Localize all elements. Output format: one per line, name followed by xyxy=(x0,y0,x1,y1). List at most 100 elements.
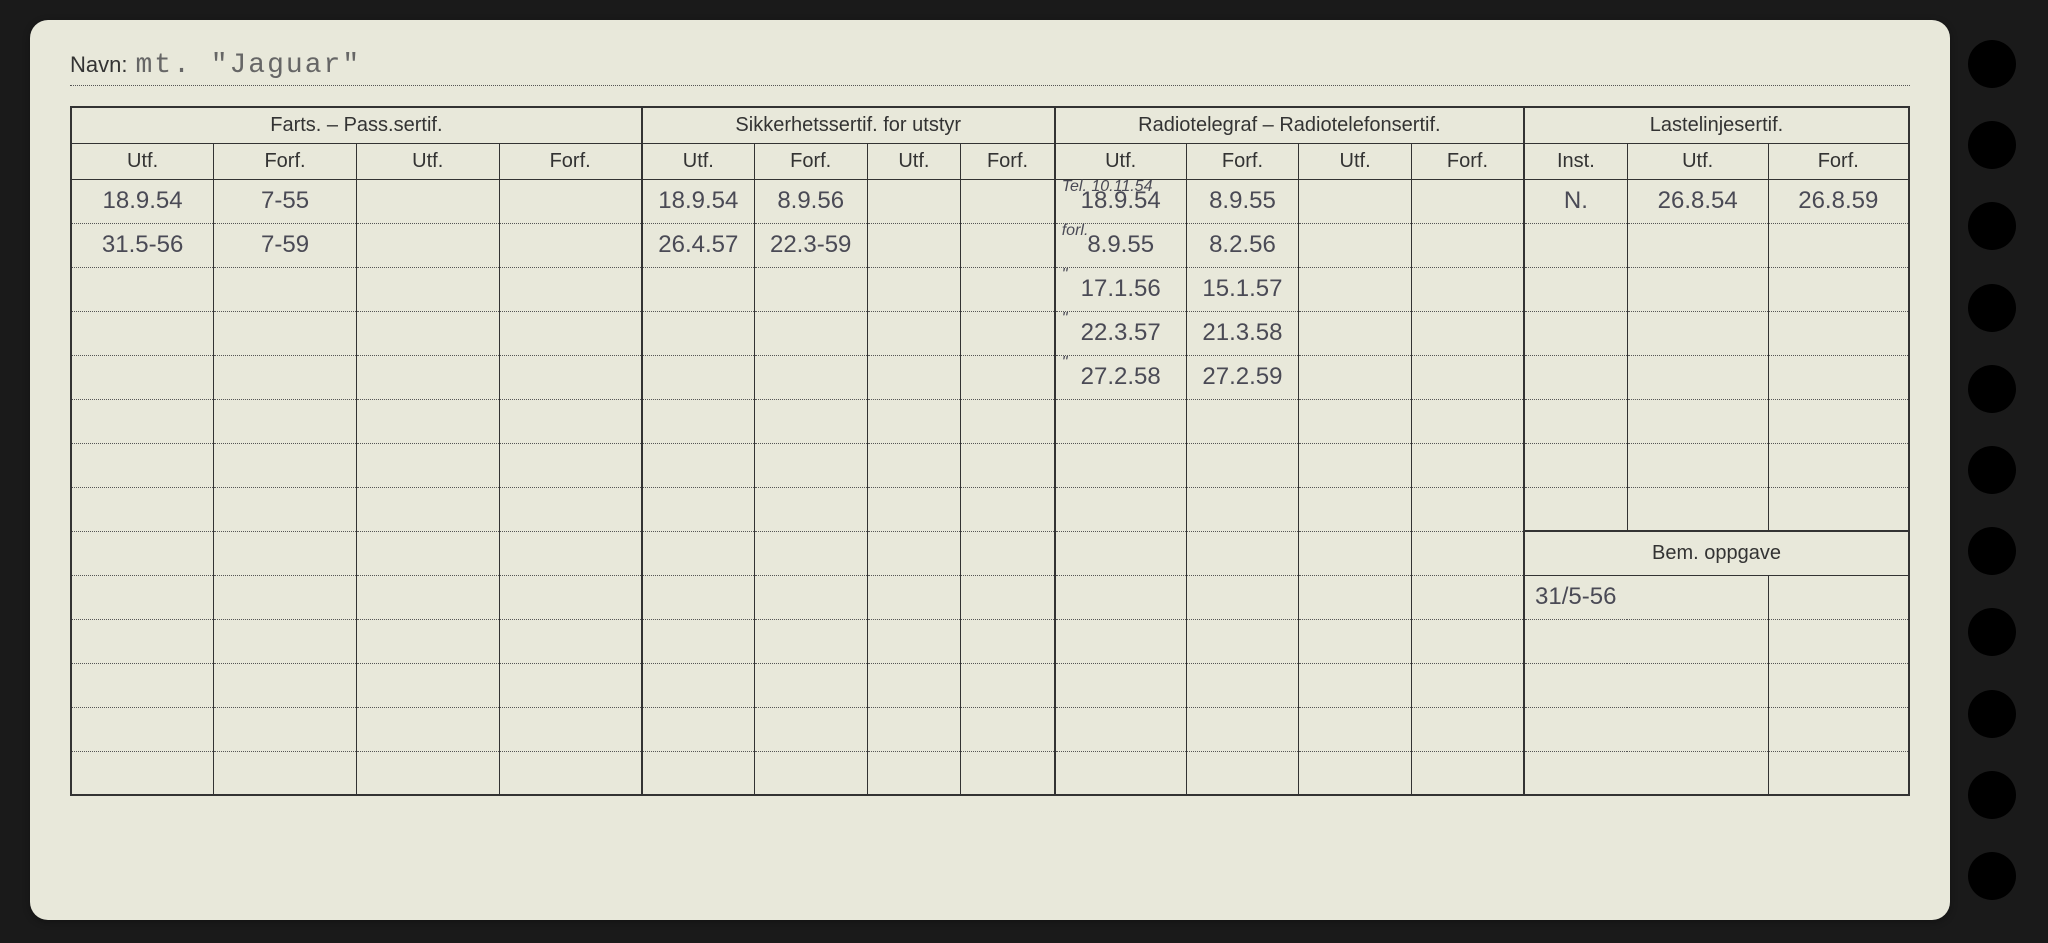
data-row xyxy=(71,487,1909,531)
empty-cell xyxy=(1524,443,1627,487)
empty-cell xyxy=(1411,531,1524,575)
empty-cell xyxy=(1768,399,1909,443)
empty-cell xyxy=(1524,267,1627,311)
sub-forf: Forf. xyxy=(1186,143,1299,179)
empty-cell xyxy=(356,311,499,355)
record-card: Navn: mt. "Jaguar" Farts. – Pass.sertif.… xyxy=(30,20,1950,920)
empty-cell xyxy=(1299,311,1412,355)
empty-cell xyxy=(214,663,357,707)
farts-utf1: 31.5-56 xyxy=(71,223,214,267)
empty-cell xyxy=(1055,619,1186,663)
empty-cell xyxy=(961,575,1055,619)
empty-cell xyxy=(1299,531,1412,575)
empty-cell xyxy=(1411,619,1524,663)
empty-cell xyxy=(754,355,867,399)
empty-cell xyxy=(1411,355,1524,399)
radio-forf1: 8.9.55 xyxy=(1186,179,1299,223)
empty-cell xyxy=(499,311,642,355)
empty-cell xyxy=(1627,487,1768,531)
empty-cell xyxy=(1299,575,1412,619)
empty-cell xyxy=(214,443,357,487)
empty-cell xyxy=(356,531,499,575)
empty-cell xyxy=(754,575,867,619)
empty-cell xyxy=(1768,443,1909,487)
empty-cell xyxy=(642,707,755,751)
sikkerhet-forf1: 22.3-59 xyxy=(754,223,867,267)
farts-utf1: 18.9.54 xyxy=(71,179,214,223)
empty-cell xyxy=(1524,663,1768,707)
empty-cell xyxy=(356,751,499,795)
empty-cell xyxy=(356,443,499,487)
empty-cell xyxy=(754,663,867,707)
empty-cell xyxy=(499,707,642,751)
sub-forf: Forf. xyxy=(754,143,867,179)
radio-annotation: " xyxy=(1062,266,1068,284)
empty-cell xyxy=(1299,751,1412,795)
empty-cell xyxy=(1524,311,1627,355)
farts-forf1: 7-55 xyxy=(214,179,357,223)
empty-cell xyxy=(71,443,214,487)
radio-forf1: 8.2.56 xyxy=(1186,223,1299,267)
empty-cell xyxy=(499,487,642,531)
empty-cell xyxy=(754,443,867,487)
empty-cell xyxy=(867,531,961,575)
empty-cell xyxy=(867,399,961,443)
empty-cell xyxy=(1524,399,1627,443)
empty-cell xyxy=(1524,751,1768,795)
empty-cell xyxy=(71,707,214,751)
empty-cell xyxy=(356,619,499,663)
hole-icon xyxy=(1968,690,2016,738)
empty-cell xyxy=(1055,751,1186,795)
empty-cell xyxy=(499,355,642,399)
hole-icon xyxy=(1968,527,2016,575)
empty-cell xyxy=(1186,487,1299,531)
empty-cell xyxy=(499,223,642,267)
sub-utf: Utf. xyxy=(356,143,499,179)
empty-cell xyxy=(1186,443,1299,487)
empty-cell xyxy=(214,619,357,663)
empty-cell xyxy=(499,179,642,223)
empty-cell xyxy=(71,663,214,707)
empty-cell xyxy=(356,575,499,619)
name-row: Navn: mt. "Jaguar" xyxy=(70,50,1910,86)
empty-cell xyxy=(1411,707,1524,751)
empty-cell xyxy=(1524,619,1768,663)
empty-cell xyxy=(1627,267,1768,311)
empty-cell xyxy=(356,663,499,707)
header-laste: Lastelinjesertif. xyxy=(1524,107,1909,143)
empty-cell xyxy=(1411,311,1524,355)
radio-utf1: " 17.1.56 xyxy=(1055,267,1186,311)
empty-cell xyxy=(214,355,357,399)
empty-cell xyxy=(1055,707,1186,751)
empty-cell xyxy=(499,663,642,707)
empty-cell xyxy=(867,575,961,619)
empty-cell xyxy=(214,311,357,355)
empty-cell xyxy=(356,487,499,531)
empty-cell xyxy=(642,267,755,311)
empty-cell xyxy=(961,443,1055,487)
radio-annotation: Tel. 10.11.54 xyxy=(1062,178,1153,196)
empty-cell xyxy=(642,487,755,531)
empty-cell xyxy=(499,443,642,487)
empty-cell xyxy=(1055,531,1186,575)
empty-cell xyxy=(1411,267,1524,311)
empty-cell xyxy=(642,531,755,575)
empty-cell xyxy=(1186,663,1299,707)
empty-cell xyxy=(499,575,642,619)
empty-cell xyxy=(867,487,961,531)
empty-cell xyxy=(71,311,214,355)
empty-cell xyxy=(499,399,642,443)
sub-forf: Forf. xyxy=(1411,143,1524,179)
empty-cell xyxy=(1524,355,1627,399)
data-row: 31/5-56 xyxy=(71,575,1909,619)
empty-cell xyxy=(1411,751,1524,795)
farts-forf1: 7-59 xyxy=(214,223,357,267)
cell-text: 17.1.56 xyxy=(1081,275,1161,302)
empty-cell xyxy=(1186,531,1299,575)
binder-holes xyxy=(1968,40,2028,900)
empty-cell xyxy=(1627,443,1768,487)
data-row: " 17.1.56 15.1.57 xyxy=(71,267,1909,311)
hole-icon xyxy=(1968,202,2016,250)
data-row xyxy=(71,399,1909,443)
sub-utf: Utf. xyxy=(71,143,214,179)
